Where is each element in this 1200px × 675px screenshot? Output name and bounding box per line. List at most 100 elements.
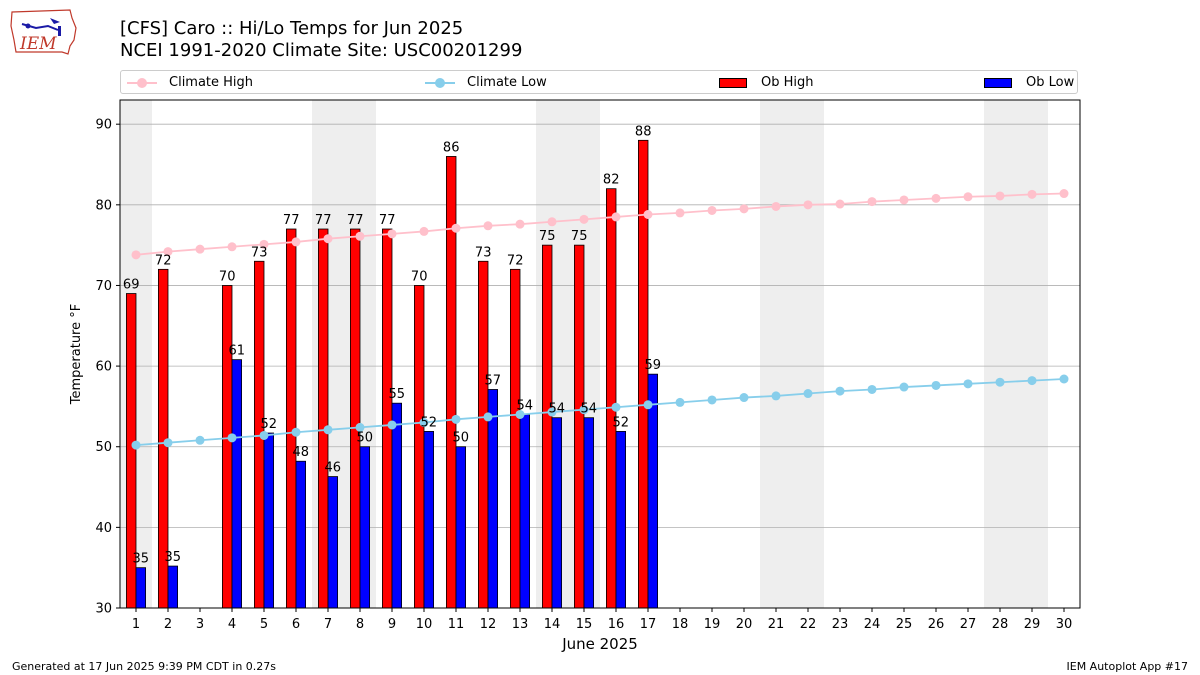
x-tick-label: 3: [196, 617, 204, 632]
x-tick-label: 17: [640, 617, 657, 632]
ob-low-bar: [615, 431, 627, 609]
x-tick-label: 22: [800, 617, 817, 632]
ob-low-bar: [583, 417, 595, 609]
legend-marker-swatch: [435, 78, 445, 88]
x-tick-label: 9: [388, 617, 396, 632]
climate-low-point: [995, 377, 1005, 387]
x-tick-label: 15: [576, 617, 593, 632]
y-tick-label: 90: [95, 118, 112, 133]
ob-high-bar: [413, 285, 425, 609]
ob-low-bar: [327, 476, 339, 609]
iem-logo: IEM: [8, 6, 80, 58]
chart-subtitle: NCEI 1991-2020 Climate Site: USC00201299: [120, 40, 523, 61]
x-tick-label: 13: [512, 617, 529, 632]
chart-title: [CFS] Caro :: Hi/Lo Temps for Jun 2025: [120, 18, 464, 39]
climate-low-point: [291, 427, 301, 437]
climate-high-point: [771, 201, 781, 211]
climate-low-point: [579, 405, 589, 415]
x-tick-label: 7: [324, 617, 332, 632]
x-tick-label: 30: [1056, 617, 1073, 632]
weekend-shade-band: [1016, 100, 1048, 608]
climate-low-point: [227, 433, 237, 443]
ob-high-value-label: 73: [251, 245, 268, 260]
ob-low-value-label: 35: [133, 552, 150, 567]
climate-low-point: [195, 435, 205, 445]
legend-label: Ob High: [761, 75, 814, 90]
climate-low-point: [163, 438, 173, 448]
ob-high-value-label: 88: [635, 124, 652, 139]
y-tick-label: 60: [95, 360, 112, 375]
climate-low-point: [355, 422, 365, 432]
ob-low-value-label: 48: [293, 445, 310, 460]
footer-app: IEM Autoplot App #17: [1066, 660, 1189, 673]
climate-low-point: [1027, 376, 1037, 386]
ob-low-value-label: 54: [581, 402, 598, 417]
iowa-map-icon: [10, 9, 77, 55]
logo-text: IEM: [20, 34, 57, 54]
legend-marker-swatch: [137, 78, 147, 88]
climate-low-point: [131, 440, 141, 450]
climate-low-point: [419, 418, 429, 428]
x-tick-label: 19: [704, 617, 721, 632]
climate-high-point: [195, 244, 205, 254]
x-tick-label: 26: [928, 617, 945, 632]
climate-low-line: [135, 378, 1065, 447]
climate-high-point: [1059, 189, 1069, 199]
climate-high-point: [483, 221, 493, 231]
climate-low-point: [867, 384, 877, 394]
climate-low-point: [387, 420, 397, 430]
x-tick-label: 27: [960, 617, 977, 632]
ob-high-bar: [542, 244, 553, 609]
ob-high-value-label: 72: [155, 253, 172, 268]
climate-high-point: [515, 219, 525, 229]
ob-low-value-label: 52: [613, 415, 630, 430]
ob-high-value-label: 75: [571, 229, 588, 244]
x-tick-label: 1: [132, 617, 140, 632]
climate-low-point: [675, 397, 685, 407]
x-tick-label: 29: [1024, 617, 1041, 632]
climate-high-point: [867, 197, 877, 207]
x-tick-label: 5: [260, 617, 268, 632]
x-tick-label: 24: [864, 617, 881, 632]
legend-item-climate-high: Climate High: [127, 74, 327, 92]
ob-low-value-label: 57: [485, 373, 502, 388]
x-tick-label: 11: [448, 617, 465, 632]
ob-high-value-label: 70: [411, 269, 428, 284]
y-tick-label: 50: [95, 440, 112, 455]
ob-low-bar: [551, 417, 563, 609]
climate-high-point: [355, 231, 365, 241]
ob-low-bar: [295, 460, 307, 609]
legend: Climate High Climate Low Ob High Ob Low: [120, 70, 1078, 94]
climate-high-point: [931, 193, 941, 203]
ob-high-bar: [606, 188, 617, 609]
ob-high-value-label: 69: [123, 278, 140, 293]
ob-low-value-label: 59: [645, 358, 662, 373]
ob-high-bar: [285, 228, 297, 609]
weekend-shade-band: [760, 100, 792, 608]
climate-high-point: [803, 200, 813, 210]
x-tick-label: 6: [292, 617, 300, 632]
x-tick-label: 2: [164, 617, 172, 632]
ob-high-value-label: 86: [443, 140, 460, 155]
climate-high-point: [899, 195, 909, 205]
climate-high-point: [675, 208, 685, 218]
climate-high-point: [323, 234, 333, 244]
x-tick-label: 18: [672, 617, 689, 632]
y-tick-label: 30: [95, 602, 112, 617]
ob-high-value-label: 75: [539, 229, 556, 244]
ob-low-value-label: 35: [165, 550, 182, 565]
climate-low-point: [643, 400, 653, 410]
climate-high-point: [259, 239, 269, 249]
climate-high-point: [707, 205, 717, 215]
climate-high-point: [963, 192, 973, 202]
y-tick-label: 40: [95, 521, 112, 536]
climate-low-point: [323, 425, 333, 435]
climate-low-point: [483, 412, 493, 422]
ob-high-value-label: 77: [379, 213, 396, 228]
weekend-shade-band: [984, 100, 1016, 608]
climate-low-point: [707, 395, 717, 405]
x-tick-label: 8: [356, 617, 364, 632]
climate-high-point: [291, 237, 301, 247]
climate-high-point: [451, 223, 461, 233]
ob-high-value-label: 77: [347, 213, 364, 228]
